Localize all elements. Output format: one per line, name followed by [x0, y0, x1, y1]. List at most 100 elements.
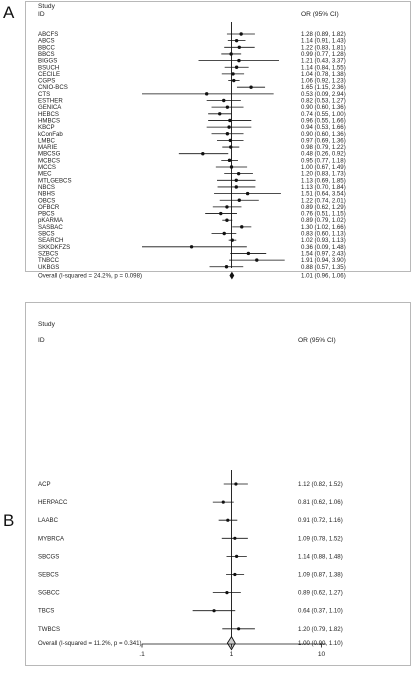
panel-a-or-text: 0.88 (0.57, 1.35) — [301, 264, 346, 271]
panel-a-point-estimate — [240, 225, 244, 229]
panel-a-point-estimate — [239, 32, 243, 36]
panel-a-or-text: 0.74 (0.55, 1.00) — [301, 111, 346, 118]
panel-a-study-label: OFBCR — [38, 204, 60, 211]
panel-a-or-text: 1.65 (1.15, 2.36) — [301, 84, 346, 91]
panel-b-point-estimate — [237, 627, 241, 631]
panel-a-point-estimate — [218, 112, 222, 116]
panel-a-study-label: GENICA — [38, 104, 62, 111]
panel-a-study-label: ABCS — [38, 38, 55, 45]
panel-b-or-text: 0.81 (0.62, 1.06) — [298, 499, 343, 506]
panel-a-study-label: KBCP — [38, 124, 55, 131]
panel-a-point-estimate — [232, 78, 236, 83]
panel-a-point-estimate — [230, 238, 234, 242]
panel-b-point-estimate — [233, 536, 237, 540]
x-axis-tick-label: 1 — [230, 651, 234, 658]
panel-a-or-text: 0.89 (0.79, 1.02) — [301, 217, 346, 224]
panel-b-point-estimate — [226, 518, 230, 522]
panel-b-x-axis: .1 1 10 — [139, 643, 326, 658]
panel-a-study-label: SEARCH — [38, 237, 63, 244]
panel-a-or-text: 0.83 (0.60, 1.13) — [301, 231, 346, 238]
panel-b-study-label: HERPACC — [38, 499, 68, 506]
panel-a-frame — [25, 1, 411, 272]
panel-a-study-label: SZBCS — [38, 250, 58, 257]
panel-a-point-estimate — [219, 211, 223, 216]
panel-b-or-text: 0.64 (0.37, 1.10) — [298, 608, 343, 615]
panel-a-point-estimate — [201, 152, 205, 156]
panel-b: Study ID OR (95% CI) ACP 1.12 (0.82, 1.52) HE… — [38, 321, 343, 651]
panel-b-or-text: 0.89 (0.62, 1.27) — [298, 590, 343, 597]
panel-a-study-label: pKARMA — [38, 217, 64, 224]
panel-a-study-label: SKKDKFZS — [38, 244, 70, 251]
panel-a-or-text: 1.13 (0.69, 1.85) — [301, 177, 346, 184]
panel-a-or-text: 0.53 (0.09, 2.94) — [301, 91, 346, 98]
panel-a-or-text: 0.99 (0.77, 1.28) — [301, 51, 346, 58]
panel-a-study-label: OBCS — [38, 197, 55, 204]
panel-a-point-estimate — [228, 118, 232, 123]
panel-a-point-estimate — [236, 171, 241, 176]
panel-a-or-text: 1.51 (0.64, 3.54) — [301, 191, 346, 198]
panel-a-study-label: NBCS — [38, 184, 55, 191]
panel-a-or-text: 1.14 (0.91, 1.43) — [301, 38, 346, 45]
panel-a-or-text: 1.91 (0.94, 3.90) — [301, 257, 346, 264]
panel-a-or-text: 0.48 (0.26, 0.92) — [301, 151, 346, 158]
panel-a-point-estimate — [204, 92, 209, 96]
panel-b-or-text: 1.12 (0.82, 1.52) — [298, 481, 343, 488]
x-axis-tick-label: .1 — [139, 651, 145, 658]
panel-b-or-text: 1.09 (0.78, 1.52) — [298, 535, 343, 542]
panel-a-study-label: TNBCC — [38, 257, 60, 264]
panel-a-study-label: MTLGEBCS — [38, 177, 72, 184]
panel-a-point-estimate — [229, 52, 233, 56]
panel-b-study-header: Study — [38, 321, 56, 328]
panel-a-point-estimate — [234, 38, 239, 43]
panel-a-point-estimate — [249, 85, 253, 89]
panel-b-study-label: TBCS — [38, 608, 54, 615]
panel-a-or-text: 0.82 (0.53, 1.27) — [301, 98, 346, 105]
panel-a-overall-diamond — [229, 271, 235, 280]
panel-a-point-estimate — [234, 178, 238, 182]
panel-a-point-estimate — [229, 165, 234, 169]
panel-a-study-label: HMBCS — [38, 117, 60, 124]
panel-b-or-text: 1.20 (0.79, 1.82) — [298, 626, 343, 633]
panel-a-or-text: 0.90 (0.60, 1.36) — [301, 131, 346, 138]
panel-a-study-label: NBHS — [38, 191, 55, 198]
panel-a-study-label: ABCFS — [38, 31, 58, 38]
panel-b-or-text: 0.91 (0.72, 1.16) — [298, 517, 343, 524]
panel-a-or-text: 1.04 (0.78, 1.38) — [301, 71, 346, 78]
panel-a-study-label: UKBGS — [38, 264, 59, 271]
panel-a-study-label: MCBCS — [38, 157, 60, 164]
panel-a-point-estimate — [245, 191, 250, 196]
panel-a-study-label: MARIE — [38, 144, 57, 151]
panel-a-point-estimate — [227, 125, 231, 129]
panel-b-study-label: LAABC — [38, 517, 59, 524]
panel-a-study-label: SASBAC — [38, 224, 63, 231]
panel-a-or-text: 1.00 (0.67, 1.49) — [301, 164, 346, 171]
panel-a-or-text: 1.30 (1.02, 1.66) — [301, 224, 346, 231]
panel-a-letter: A — [3, 3, 15, 22]
panel-a-point-estimate — [237, 58, 241, 63]
panel-b-study-label: SEBCS — [38, 572, 59, 579]
panel-b-point-estimate — [221, 500, 225, 504]
panel-b-overall-label: Overall (I-squared = 11.2%, p = 0.341) — [38, 640, 142, 647]
panel-b-frame — [25, 302, 411, 666]
panel-b-or-header: OR (95% CI) — [298, 337, 336, 344]
panel-a-study-label: MCCS — [38, 164, 56, 171]
panel-a-study-header: Study — [38, 3, 56, 10]
panel-a-overall-or-text: 1.01 (0.96, 1.06) — [301, 273, 346, 280]
panel-a-or-text: 0.36 (0.09, 1.48) — [301, 244, 346, 251]
panel-a-point-estimate — [222, 231, 226, 236]
panel-a-study-label: BBCS — [38, 51, 55, 58]
panel-a-overall-label: Overall (I-squared = 24.2%, p = 0.098) — [38, 273, 142, 280]
panel-b-point-estimate — [212, 609, 216, 613]
panel-a-or-text: 0.89 (0.62, 1.29) — [301, 204, 346, 211]
panel-a-point-estimate — [228, 138, 233, 143]
panel-a-or-text: 1.06 (0.92, 1.23) — [301, 78, 346, 85]
panel-a-or-text: 0.90 (0.60, 1.36) — [301, 104, 346, 111]
panel-a-study-label: HEBCS — [38, 111, 59, 118]
panel-a-point-estimate — [246, 251, 251, 256]
panel-a-or-text: 1.14 (0.84, 1.55) — [301, 64, 346, 71]
panel-a-study-label: CNIO-BCS — [38, 84, 68, 91]
panel-a-or-text: 1.22 (0.74, 2.01) — [301, 197, 346, 204]
panel-a-or-text: 0.94 (0.53, 1.66) — [301, 124, 346, 131]
panel-a-point-estimate — [224, 265, 229, 269]
panel-a-or-text: 0.95 (0.77, 1.18) — [301, 157, 346, 164]
